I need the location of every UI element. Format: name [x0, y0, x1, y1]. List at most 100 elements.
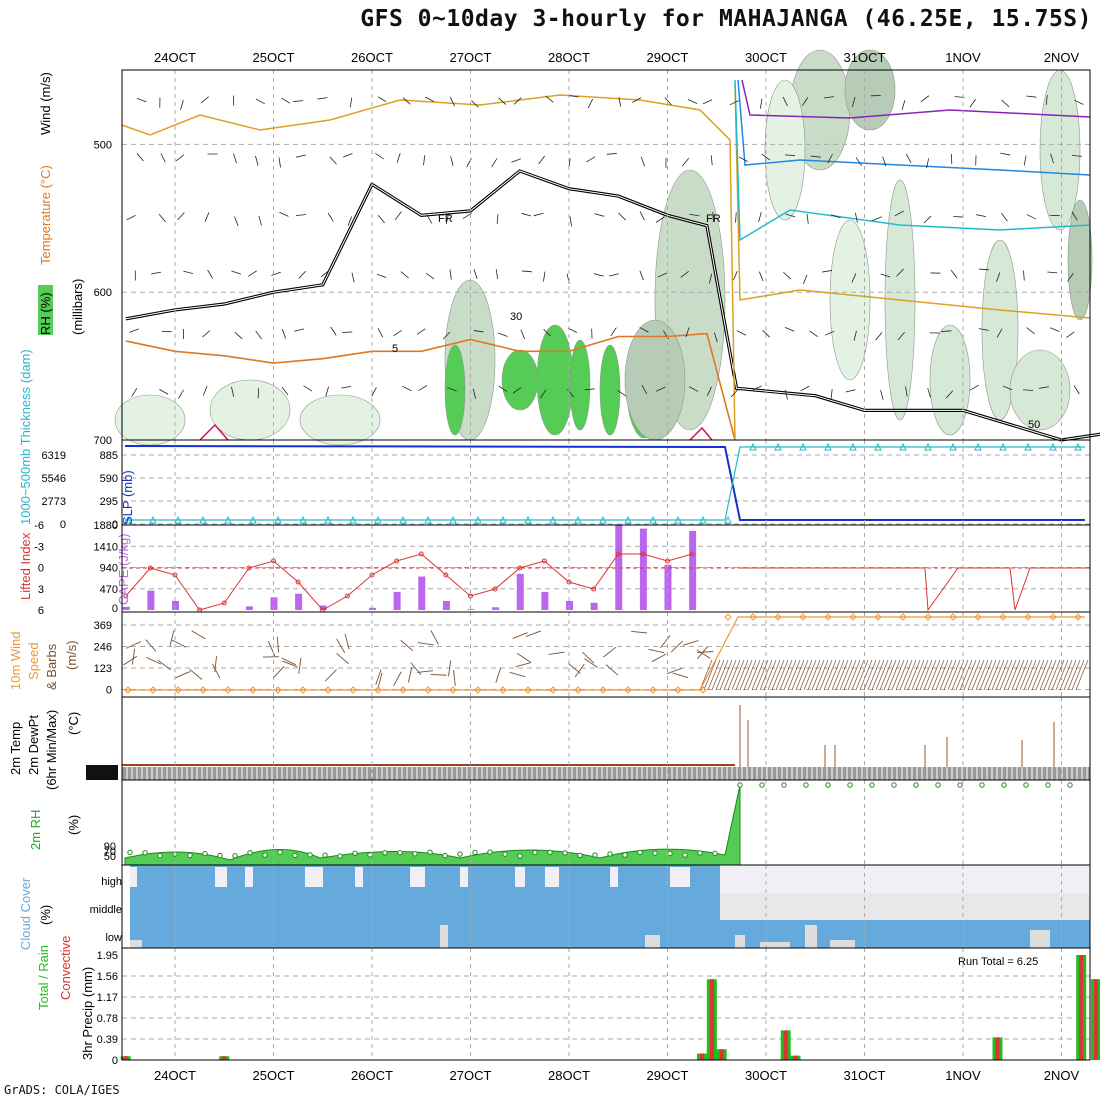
rh-point — [547, 849, 553, 856]
surface-wind-barb — [430, 674, 447, 676]
surface-wind-barb — [126, 641, 141, 649]
surface-wind-barb — [755, 659, 769, 691]
surface-wind-barb — [799, 659, 813, 691]
precip-total-legend: Total / Rain — [36, 945, 51, 1010]
cloud-level-label: low — [105, 932, 122, 944]
upper-wind-barb — [233, 153, 237, 164]
upper-wind-barb — [393, 330, 403, 337]
upper-wind-barb — [425, 96, 435, 102]
upper-air-ytick-label: 600 — [94, 287, 112, 299]
surface-wind-barb — [1047, 659, 1061, 691]
upper-wind-barb — [639, 211, 645, 221]
surface-wind-barb — [132, 648, 136, 665]
wind-speed-marker — [1049, 613, 1057, 621]
upper-wind-barb — [491, 158, 498, 168]
rh-point — [607, 851, 613, 857]
upper-wind-barb — [151, 271, 162, 275]
contour-label: FR — [706, 213, 721, 225]
upper-wind-barb — [418, 385, 428, 392]
upper-wind-barb — [875, 332, 883, 341]
rh-point — [622, 852, 628, 858]
surface-wind-barb — [214, 656, 217, 673]
surface-wind-barb — [281, 657, 297, 666]
surface-wind-barb — [915, 659, 929, 691]
upper-wind-barb — [513, 97, 522, 105]
upper-wind-barb — [1050, 153, 1054, 164]
surface-wind-barb — [939, 659, 953, 691]
wind-speed-marker — [1024, 613, 1032, 621]
surface-wind-barb — [512, 632, 528, 639]
upper-wind-barb — [327, 212, 334, 222]
upper-wind-barb — [131, 388, 138, 397]
date-label-top: 30OCT — [745, 50, 787, 65]
surface-wind-barb — [696, 646, 708, 660]
wind-label: Wind (m/s) — [38, 72, 53, 135]
lifted-index-point — [221, 600, 227, 606]
cloud-high-gap — [545, 867, 559, 887]
rh-tick-label: 90 — [104, 841, 116, 853]
cloud-high-gap — [245, 867, 253, 887]
upper-wind-barb — [1000, 152, 1011, 156]
upper-wind-barb — [1023, 389, 1034, 391]
thickness-marker — [574, 515, 582, 524]
freezing-level-line-inner — [125, 170, 1100, 441]
pressure-axis-label: (millibars) — [70, 279, 85, 335]
upper-wind-barb — [759, 98, 763, 109]
upper-wind-barb — [255, 330, 263, 340]
upper-wind-barb — [897, 331, 905, 341]
contour-label: FR — [438, 213, 453, 225]
upper-wind-barb — [702, 99, 713, 105]
surface-wind-barb — [548, 651, 565, 655]
upper-wind-barb — [450, 156, 454, 166]
wind-speed-marker — [699, 686, 707, 694]
upper-wind-barb — [785, 213, 796, 218]
upper-wind-barb — [758, 212, 762, 223]
thickness-marker — [624, 515, 632, 524]
upper-wind-barb — [880, 389, 884, 400]
thickness-marker — [174, 515, 182, 524]
surface-wind-barb — [171, 639, 187, 648]
rh-shading-6 — [536, 324, 574, 436]
upper-wind-barb — [303, 385, 313, 392]
upper-wind-barb — [342, 153, 353, 158]
surface-wind-barb — [883, 659, 897, 691]
surface-wind-barb — [1043, 659, 1057, 691]
cloud-high-gap — [610, 867, 618, 887]
surface-wind-barb — [979, 659, 993, 691]
upper-wind-barb — [953, 216, 964, 218]
upper-wind-barb — [183, 270, 194, 275]
upper-wind-barb — [610, 327, 617, 337]
surface-wind-barb — [682, 640, 699, 646]
surface-wind-barb — [495, 667, 502, 683]
surface-wind-barb — [651, 653, 667, 663]
surface-wind-barb — [727, 659, 741, 691]
cape-tick-label: 470 — [100, 584, 118, 596]
wind-speed-marker — [399, 686, 407, 694]
precip-tick-label: 1.56 — [97, 971, 118, 983]
lifted-index-point — [344, 593, 350, 599]
surface-wind-barb — [759, 659, 773, 691]
rh-point — [292, 852, 298, 859]
thickness-marker — [874, 442, 882, 451]
upper-wind-barb — [279, 211, 289, 217]
cape-tick-label: 1410 — [94, 541, 118, 553]
li-tick-label: 0 — [38, 563, 44, 575]
surface-wind-barb — [827, 659, 841, 691]
thickness-marker — [149, 515, 157, 524]
thickness-marker — [324, 515, 332, 524]
surface-wind-barb — [212, 663, 221, 679]
surface-wind-barb — [157, 659, 171, 671]
rh-point — [652, 850, 658, 856]
upper-wind-barb — [567, 389, 575, 398]
upper-wind-barb — [449, 269, 452, 280]
isotherm-blue-line — [737, 79, 1091, 176]
upper-wind-barb — [1071, 154, 1082, 157]
rh-point — [781, 782, 787, 788]
thickness-tick-label: 0 — [60, 519, 66, 531]
upper-wind-barb — [941, 330, 952, 332]
upper-wind-barb — [296, 154, 307, 158]
date-label-bottom: 29OCT — [647, 1068, 689, 1083]
upper-wind-barb — [905, 386, 908, 397]
rh-point — [382, 850, 388, 856]
